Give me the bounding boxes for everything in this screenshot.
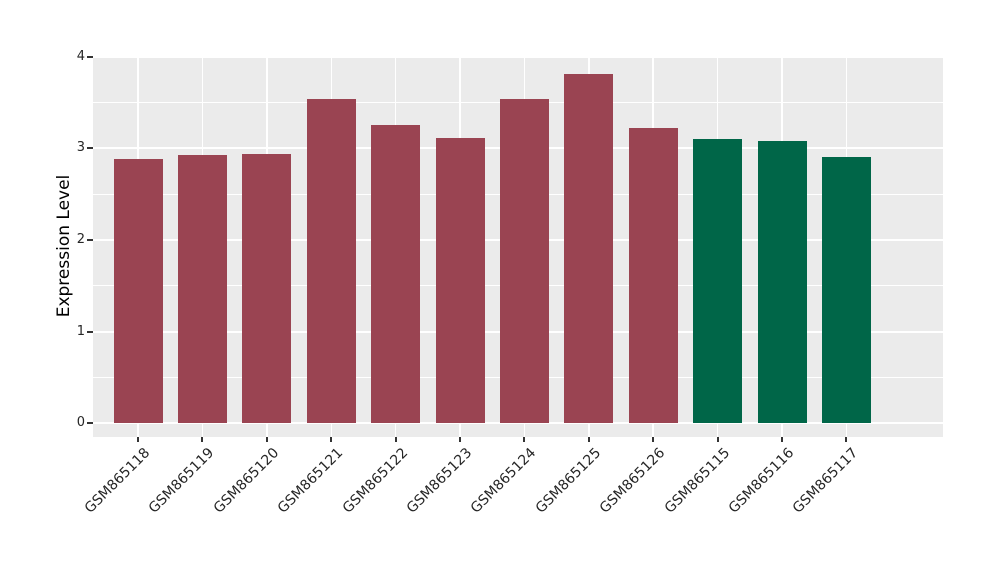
- y-tick-mark: [87, 422, 93, 425]
- x-tick-mark: [394, 437, 397, 442]
- bar-GSM865117: [821, 157, 871, 424]
- y-tick-label: 0: [76, 415, 85, 431]
- bar-GSM865124: [499, 98, 549, 424]
- x-tick-mark: [330, 437, 333, 442]
- y-tick-label: 4: [76, 48, 85, 64]
- bar-GSM865119: [177, 154, 227, 424]
- x-tick-mark: [523, 437, 526, 442]
- x-tick-mark: [587, 437, 590, 442]
- x-tick-mark: [265, 437, 268, 442]
- plot-area: [93, 56, 943, 437]
- x-tick-mark: [716, 437, 719, 442]
- gridline-major: [93, 56, 943, 58]
- bar-GSM865115: [693, 139, 743, 424]
- bar-GSM865125: [564, 73, 614, 424]
- bar-GSM865121: [306, 98, 356, 424]
- y-tick-label: 1: [76, 323, 85, 339]
- x-tick-mark: [781, 437, 783, 442]
- y-tick-mark: [87, 55, 93, 58]
- y-tick-mark: [87, 238, 93, 241]
- x-tick-mark: [459, 437, 462, 442]
- x-tick-mark: [845, 437, 848, 442]
- bar-GSM865118: [113, 159, 163, 424]
- y-tick-label: 2: [76, 231, 85, 247]
- bar-GSM865122: [371, 125, 421, 424]
- x-tick-mark: [652, 437, 655, 442]
- bar-GSM865116: [757, 140, 807, 424]
- y-tick-mark: [87, 330, 93, 333]
- y-tick-mark: [87, 147, 93, 150]
- bar-GSM865126: [628, 128, 678, 424]
- gridline-major: [93, 422, 943, 425]
- x-tick-mark: [137, 437, 140, 442]
- bar-GSM865120: [242, 153, 292, 424]
- bar-GSM865123: [435, 138, 485, 424]
- x-tick-mark: [201, 437, 204, 442]
- y-tick-label: 3: [76, 140, 85, 156]
